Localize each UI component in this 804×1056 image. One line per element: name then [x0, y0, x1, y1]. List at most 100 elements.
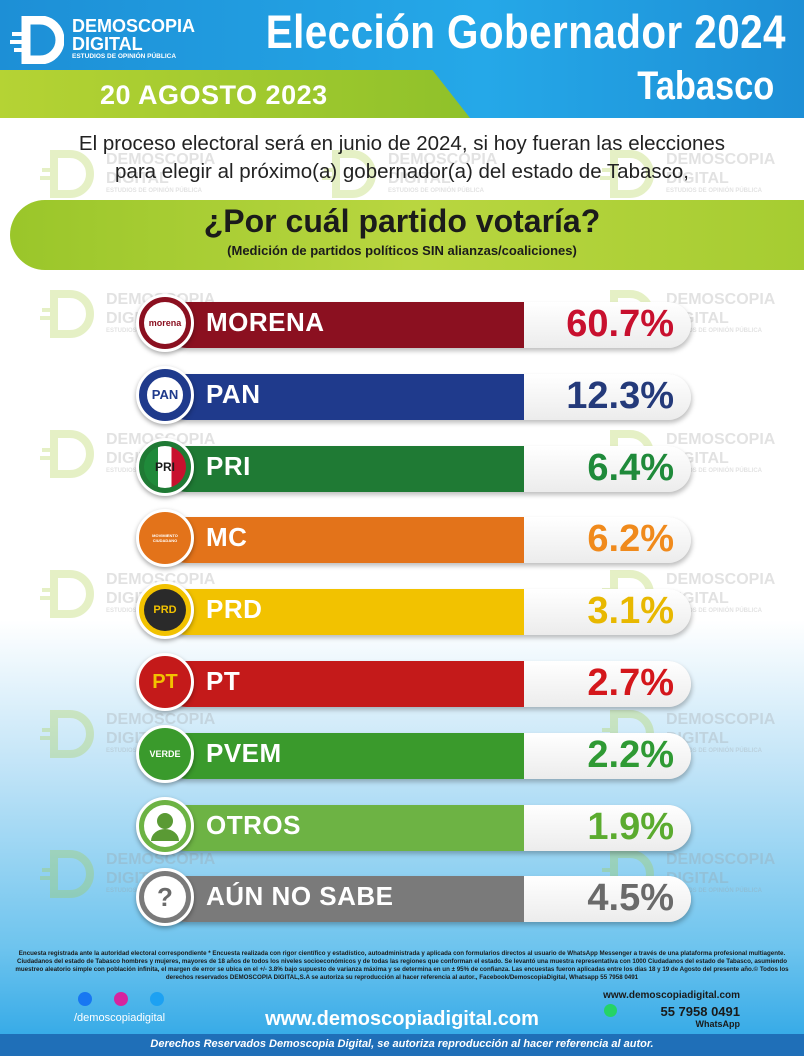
party-emblem: PT [144, 661, 186, 703]
contact-website[interactable]: www.demoscopiadigital.com [603, 990, 740, 1001]
whatsapp-label: WhatsApp [695, 1019, 741, 1029]
bar-row: PAN 12.3% PAN [136, 365, 691, 424]
bar [164, 445, 524, 492]
intro-line: El proceso electoral será en junio de 20… [78, 132, 726, 155]
value-box [524, 445, 691, 492]
footer-bar [0, 1034, 804, 1056]
party-emblem: morena [144, 302, 186, 344]
header: DEMOSCOPIA DIGITAL ESTUDIOS DE OPINIÓN PÚ… [0, 0, 804, 118]
bar-row: OTROS 1.9% [136, 796, 691, 855]
data-label: 6.4% [587, 446, 674, 489]
value-box [524, 732, 691, 779]
brand-logo: DEMOSCOPIA DIGITAL ESTUDIOS DE OPINIÓN PÚ… [10, 16, 210, 66]
instagram-icon[interactable] [114, 992, 128, 1006]
question-mark-icon: ? [136, 868, 194, 927]
bar-row: PRD 3.1% PRD [136, 581, 691, 640]
website-link[interactable]: www.demoscopiadigital.com [265, 1008, 539, 1030]
bar-row: PVEM 2.2% VERDE [136, 724, 691, 783]
party-emblem [144, 804, 186, 847]
bar [164, 589, 524, 636]
twitter-icon[interactable] [150, 992, 164, 1006]
person-icon [136, 796, 194, 855]
bar-row: MORENA 60.7% morena [136, 294, 691, 352]
value-box [524, 302, 691, 348]
bar [164, 804, 524, 851]
bar [164, 517, 524, 564]
question-title: ¿Por cuál partido votaría? [203, 203, 601, 239]
value-box [524, 373, 691, 420]
pt-logo-icon: PT [136, 653, 194, 711]
bar-row: MC 6.2% MOVIMIENTO CIUDADANO [136, 509, 691, 568]
contact-phone[interactable]: 55 7958 0491 [660, 1004, 740, 1019]
bar-row: AÚN NO SABE 4.5%? [136, 868, 691, 927]
facebook-icon[interactable] [78, 992, 92, 1006]
pri-logo-icon: PRI [136, 437, 194, 496]
data-label: 1.9% [587, 805, 674, 848]
category-label: MORENA [206, 307, 325, 337]
emblem-text: ? [157, 881, 173, 912]
prd-logo-icon: PRD [136, 581, 194, 640]
brand-name: DEMOSCOPIA DIGITAL [72, 16, 196, 54]
pvem-logo-icon: VERDE [136, 724, 194, 783]
survey-date: 20 AGOSTO 2023 [100, 80, 328, 110]
emblem-text: PAN [151, 387, 179, 403]
page-subtitle: Tabasco [636, 64, 774, 108]
bar [164, 732, 524, 779]
data-label: 12.3% [566, 374, 674, 417]
category-label: AÚN NO SABE [206, 881, 394, 912]
category-label: OTROS [206, 809, 301, 840]
person-silhouette [151, 812, 179, 841]
party-emblem: PAN [144, 373, 186, 416]
value-box [524, 661, 691, 707]
value-box [524, 804, 691, 851]
category-label: PT [206, 666, 241, 696]
category-label: PRD [206, 594, 263, 625]
question-note: (Medición de partidos políticos SIN alia… [227, 243, 577, 258]
category-label: PVEM [206, 737, 282, 768]
disclaimer: Encuesta registrada ante la autoridad el… [15, 950, 789, 981]
data-label: 3.1% [587, 590, 674, 633]
emblem-text: VERDE [149, 748, 181, 759]
contact-block: www.demoscopiadigital.com 55 7958 0491 W… [580, 990, 740, 1029]
emblem-text: MOVIMIENTO CIUDADANO [152, 533, 178, 544]
party-emblem: PRD [144, 589, 186, 632]
social-links: /demoscopiadigital [74, 992, 254, 1028]
party-emblem: VERDE [144, 733, 186, 775]
category-label: PAN [206, 378, 261, 409]
bar-row: PRI 6.4% PRI [136, 437, 691, 496]
rights-text: Derechos Reservados Demoscopia Digital, … [150, 1038, 654, 1050]
bar [164, 373, 524, 420]
morena-logo-icon: morena [136, 294, 194, 352]
pan-logo-icon: PAN [136, 365, 194, 424]
value-box [524, 517, 691, 564]
data-label: 2.7% [587, 662, 674, 704]
intro-text: El proceso electoral será en junio de 20… [0, 130, 804, 186]
page-title: Elección Gobernador 2024 [265, 5, 786, 58]
party-emblem: PRI [144, 445, 186, 488]
category-label: MC [206, 522, 248, 553]
party-emblem: MOVIMIENTO CIUDADANO [144, 517, 186, 559]
value-box [524, 589, 691, 636]
date-band [0, 70, 470, 118]
brand-tagline: ESTUDIOS DE OPINIÓN PÚBLICA [72, 53, 177, 60]
data-label: 6.2% [587, 518, 674, 561]
bar-row: PT 2.7% PT [136, 653, 691, 711]
bar [164, 302, 524, 348]
category-label: PRI [206, 450, 251, 481]
party-emblem: ? [144, 876, 186, 919]
whatsapp-icon [604, 1004, 617, 1017]
emblem-text: PRI [154, 459, 175, 474]
emblem-text: morena [148, 318, 182, 328]
intro-line: para elegir al próximo(a) gobernador(a) … [115, 160, 689, 183]
social-handle[interactable]: /demoscopiadigital [74, 1012, 166, 1024]
bar [164, 876, 524, 923]
data-label: 2.2% [587, 733, 674, 776]
data-label: 4.5% [587, 877, 674, 920]
data-label: 60.7% [566, 303, 674, 345]
emblem-text: PRD [153, 604, 177, 617]
mc-logo-icon: MOVIMIENTO CIUDADANO [136, 509, 194, 568]
bar [164, 661, 524, 707]
value-box [524, 876, 691, 923]
emblem-text: PT [152, 670, 178, 693]
